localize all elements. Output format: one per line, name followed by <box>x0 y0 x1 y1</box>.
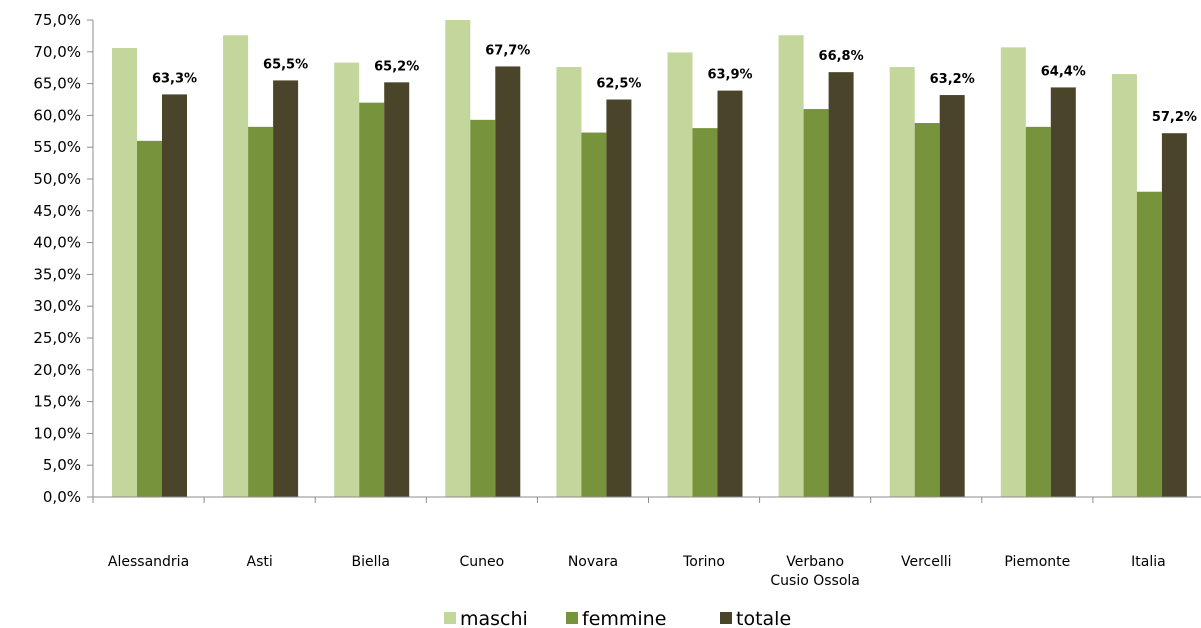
bar-totale <box>495 66 521 497</box>
bar-femmine <box>581 132 607 497</box>
data-label: 63,2% <box>930 72 975 87</box>
bar-maschi <box>1000 47 1026 498</box>
category-label: Piemonte <box>1004 554 1070 570</box>
legend-swatch-femmine <box>566 612 578 624</box>
bar-totale <box>717 90 743 497</box>
bar-femmine <box>248 126 274 498</box>
bars <box>112 20 1187 498</box>
x-axis-labels: Alessandria Asti Biella Cuneo Novara Torino Ve… <box>92 497 1166 589</box>
bar-femmine <box>1025 126 1051 498</box>
legend-label-maschi: maschi <box>460 608 528 628</box>
y-tick-label: 75,0% <box>33 11 81 29</box>
bar-maschi <box>334 62 360 497</box>
y-tick-label: 10,0% <box>33 424 81 442</box>
y-tick-label: 30,0% <box>33 297 81 315</box>
legend-swatch-maschi <box>444 612 456 624</box>
category-label: Vercelli <box>901 554 952 570</box>
category-label: Biella <box>352 554 390 570</box>
y-tick-label: 65,0% <box>33 75 81 93</box>
data-label: 62,5% <box>596 77 641 92</box>
category-label: Novara <box>568 554 618 570</box>
legend-swatch-totale <box>720 612 732 624</box>
bar-totale <box>273 80 299 498</box>
data-label: 63,3% <box>152 71 197 86</box>
y-tick-label: 50,0% <box>33 170 81 188</box>
bar-femmine <box>1136 191 1162 497</box>
y-tick-label: 5,0% <box>43 456 81 474</box>
bar-femmine <box>803 109 829 497</box>
data-label: 65,2% <box>374 59 419 74</box>
bar-femmine <box>359 102 385 498</box>
data-label: 57,2% <box>1152 110 1197 125</box>
bar-maschi <box>1111 74 1137 497</box>
bar-maschi <box>667 52 693 497</box>
y-tick-label: 70,0% <box>33 43 81 61</box>
bar-maschi <box>112 47 137 497</box>
bar-totale <box>939 95 965 497</box>
legend-label-totale: totale <box>736 608 791 628</box>
bar-maschi <box>445 20 471 497</box>
bar-totale <box>1050 87 1076 497</box>
bar-totale <box>384 82 410 497</box>
y-tick-label: 45,0% <box>33 202 81 220</box>
y-tick-label: 35,0% <box>33 265 81 283</box>
category-label: Cuneo <box>459 554 504 570</box>
legend: maschi femmine totale <box>444 608 791 628</box>
category-label: Italia <box>1131 554 1166 570</box>
category-label: Verbano <box>786 554 844 570</box>
bar-femmine <box>692 128 718 497</box>
bar-totale <box>162 94 187 498</box>
bar-maschi <box>889 67 915 498</box>
data-label: 67,7% <box>485 43 530 58</box>
legend-label-femmine: femmine <box>582 608 666 628</box>
bar-femmine <box>470 119 496 498</box>
bar-maschi <box>556 67 582 498</box>
data-label: 66,8% <box>819 49 864 64</box>
y-tick-label: 55,0% <box>33 138 81 156</box>
data-labels: 63,3% 65,5% 65,2% 67,7% 62,5% 63,9% 66,8% 63,2%… <box>152 43 1197 125</box>
category-label: Asti <box>247 554 273 570</box>
y-tick-label: 15,0% <box>33 393 81 411</box>
bar-totale <box>828 72 854 497</box>
category-label: Torino <box>682 554 725 570</box>
bar-totale <box>1161 133 1187 497</box>
y-axis-ticks: 0,0% 5,0% 10,0% 15,0% 20,0% 25,0% 30,0% 35,0% 40… <box>33 11 93 506</box>
category-label: Alessandria <box>108 554 189 570</box>
bar-femmine <box>137 140 162 497</box>
bar-femmine <box>914 123 940 498</box>
data-label: 65,5% <box>263 57 308 72</box>
y-tick-label: 60,0% <box>33 106 81 124</box>
bar-maschi <box>778 35 804 497</box>
y-tick-label: 25,0% <box>33 329 81 347</box>
bar-maschi <box>223 35 249 497</box>
y-tick-label: 20,0% <box>33 361 81 379</box>
category-label: Cusio Ossola <box>770 573 860 589</box>
y-tick-label: 40,0% <box>33 234 81 252</box>
data-label: 63,9% <box>707 68 752 83</box>
data-label: 64,4% <box>1041 64 1086 79</box>
y-tick-label: 0,0% <box>43 488 81 506</box>
bar-totale <box>606 99 632 497</box>
